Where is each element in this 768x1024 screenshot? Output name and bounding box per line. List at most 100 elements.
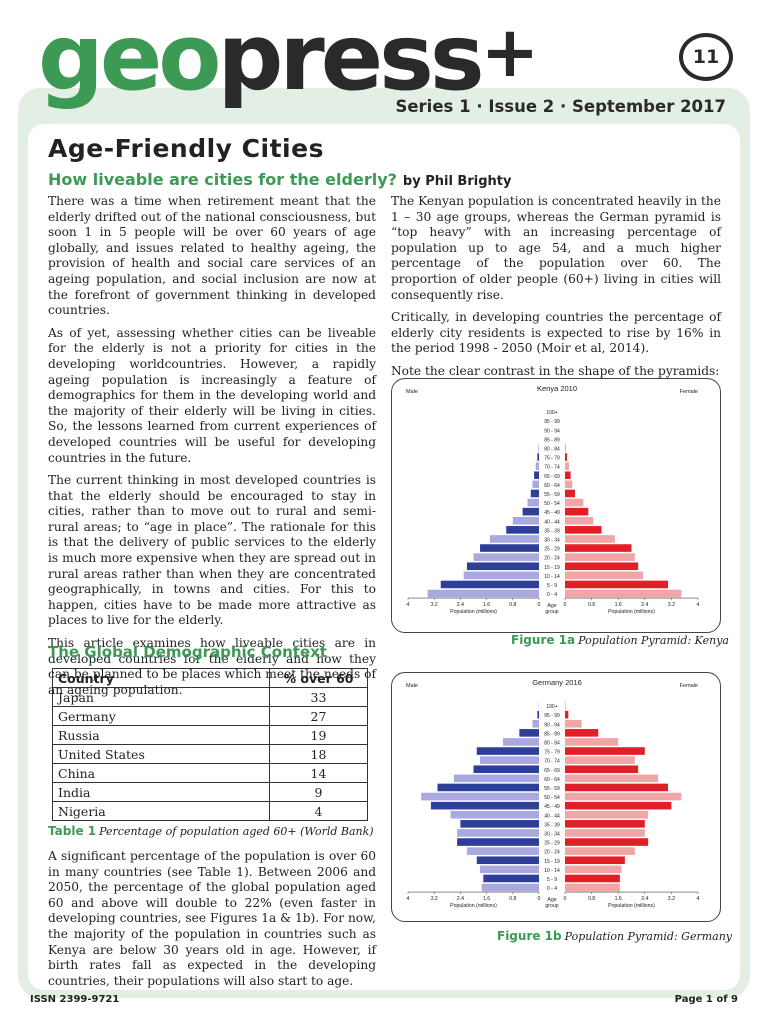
male-bar — [450, 810, 539, 819]
male-bar — [430, 801, 539, 810]
tick-label: 2.4 — [641, 602, 648, 608]
age-group-label: 95 - 99 — [544, 713, 560, 719]
male-bar — [440, 580, 539, 589]
age-axis-label: Age — [547, 603, 556, 609]
tick-label: 1.6 — [483, 896, 490, 902]
age-group-label: 65 - 69 — [544, 474, 560, 480]
paragraph: Critically, in developing countries the … — [391, 310, 721, 356]
article-title: Age-Friendly Cities — [48, 134, 324, 163]
chart-title: Germany 2016 — [532, 678, 582, 687]
age-group-label: 10 - 14 — [544, 868, 560, 874]
age-group-label: 75 - 79 — [544, 750, 560, 756]
age-group-label: 55 - 59 — [544, 492, 560, 498]
male-bar — [534, 471, 539, 480]
female-bar — [565, 883, 620, 892]
female-label: Female — [680, 389, 698, 395]
tick-label: 1.6 — [483, 602, 490, 608]
male-bar — [489, 535, 539, 543]
geopress-logo: geopress+ — [38, 4, 539, 111]
female-bar — [565, 801, 672, 810]
figure-1b-caption: Figure 1b Population Pyramid: Germany — [497, 929, 733, 943]
male-bar — [483, 874, 539, 883]
x-axis-label-left: Population (millions) — [450, 903, 497, 909]
male-bar — [460, 820, 539, 828]
age-group-label: 35 - 39 — [544, 528, 560, 534]
article-subtitle: How liveable are cities for the elderly?… — [48, 170, 512, 189]
left-column: There was a time when retirement meant t… — [48, 194, 376, 705]
female-bar — [565, 580, 669, 589]
table-row: India 9 — [52, 782, 368, 802]
age-group-label: 40 - 44 — [544, 519, 560, 525]
age-group-label: 15 - 19 — [544, 565, 560, 571]
age-group-label: 15 - 19 — [544, 859, 560, 865]
female-bar — [565, 535, 615, 543]
male-bar — [473, 765, 539, 774]
age-group-label: 30 - 34 — [544, 832, 560, 838]
female-bar — [565, 783, 669, 792]
chart-title: Kenya 2010 — [537, 384, 577, 393]
issue-number-badge: 11 — [679, 33, 733, 81]
male-bar — [480, 544, 539, 552]
age-group-label: 5 - 9 — [547, 583, 557, 589]
table-row: Nigeria 4 — [52, 801, 368, 821]
table-row: Japan 33 — [52, 687, 368, 707]
female-bar — [565, 810, 649, 819]
table-header-row: Country % over 60 — [52, 668, 368, 688]
age-group-label: 25 - 29 — [544, 841, 560, 847]
age-group-label: 20 - 24 — [544, 556, 560, 562]
male-bar — [537, 710, 539, 719]
age-group-label: 100+ — [546, 704, 557, 710]
tick-label: 4 — [697, 602, 700, 608]
female-bar — [565, 847, 635, 855]
tick-label: 3.2 — [431, 602, 438, 608]
female-bar — [565, 792, 682, 801]
tick-label: 0 — [564, 602, 567, 608]
male-label: Male — [406, 389, 418, 395]
age-group-label: 5 - 9 — [547, 877, 557, 883]
x-axis-label-left: Population (millions) — [450, 609, 497, 615]
age-group-label: 0 - 4 — [547, 886, 557, 892]
female-bar — [565, 562, 639, 571]
right-column: The Kenyan population is concentrated he… — [391, 194, 721, 387]
figure-1a-caption: Figure 1a Population Pyramid: Kenya — [511, 633, 729, 647]
female-bar — [565, 526, 602, 534]
byline: by Phil Brighty — [402, 174, 512, 189]
male-bar — [506, 526, 539, 534]
age-group-label: 35 - 39 — [544, 822, 560, 828]
age-group-label: 80 - 84 — [544, 741, 560, 747]
male-bar — [466, 847, 539, 855]
female-bar — [565, 838, 649, 846]
female-bar — [565, 553, 635, 561]
female-bar — [565, 756, 635, 764]
tick-label: 3.2 — [668, 602, 675, 608]
age-group-label: 10 - 14 — [544, 574, 560, 580]
paragraph: The Kenyan population is concentrated he… — [391, 194, 721, 302]
female-bar — [565, 453, 567, 461]
x-axis-label-right: Population (millions) — [608, 903, 655, 909]
x-axis-label-right: Population (millions) — [608, 609, 655, 615]
tick-label: 0 — [538, 896, 541, 902]
female-bar — [565, 856, 625, 865]
germany-pyramid-chart: Germany 2016 Male Female 100+ 95 - 99 90 - 94… — [391, 672, 721, 922]
male-bar — [535, 462, 539, 470]
tick-label: 0 — [564, 896, 567, 902]
female-bar — [565, 462, 569, 470]
age-group-label: 0 - 4 — [547, 592, 557, 598]
female-bar — [565, 498, 584, 507]
tick-label: 3.2 — [668, 896, 675, 902]
age-group-label: 60 - 64 — [544, 777, 560, 783]
tick-label: 1.6 — [615, 602, 622, 608]
age-group-label: 40 - 44 — [544, 813, 560, 819]
male-bar — [480, 865, 539, 874]
male-bar — [519, 729, 539, 737]
table-row: China 14 — [52, 763, 368, 783]
female-bar — [565, 710, 569, 719]
female-bar — [565, 738, 619, 746]
age-group-label: 90 - 94 — [544, 428, 560, 434]
age-group-label: 90 - 94 — [544, 722, 560, 728]
male-bar — [502, 738, 539, 746]
age-group-label: 20 - 24 — [544, 850, 560, 856]
age-axis-label: group — [545, 903, 558, 909]
table-row: Germany 27 — [52, 706, 368, 726]
age-group-label: 100+ — [546, 410, 557, 416]
